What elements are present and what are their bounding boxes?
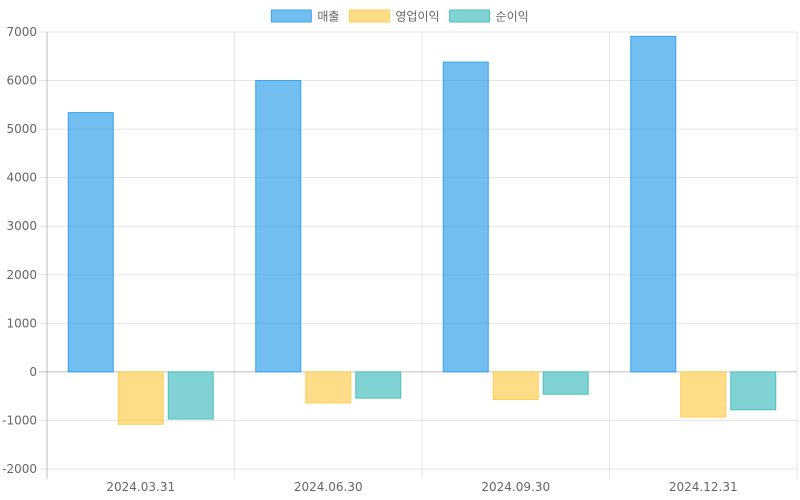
bar <box>305 371 352 404</box>
bar <box>167 371 214 420</box>
y-tick-label: 5000 <box>6 122 37 136</box>
y-tick-label: 2000 <box>6 268 37 282</box>
y-tick-label: 3000 <box>6 219 37 233</box>
legend-swatch <box>348 9 390 23</box>
bar <box>492 371 539 401</box>
bar <box>680 371 727 418</box>
bar <box>442 61 489 373</box>
bar <box>542 371 589 395</box>
y-tick-label: 7000 <box>6 25 37 39</box>
y-tick-label: 0 <box>29 365 37 379</box>
x-tick-label: 2024.12.31 <box>669 480 738 494</box>
bar <box>730 371 777 411</box>
bars <box>67 35 777 425</box>
bar <box>117 371 164 425</box>
legend: 매출 영업이익 순이익 <box>270 9 529 24</box>
bar <box>630 35 677 373</box>
bar <box>255 80 302 373</box>
x-axis: 2024.03.31 2024.06.30 2024.09.30 2024.12.31 <box>106 480 737 494</box>
legend-label: 영업이익 <box>395 10 439 24</box>
legend-label: 순이익 <box>496 10 529 24</box>
y-tick-label: -1000 <box>2 413 37 427</box>
bar <box>355 371 402 399</box>
y-axis: 7000 6000 5000 4000 3000 2000 1000 0 -1000 -2000 <box>2 25 37 476</box>
legend-swatch <box>449 9 491 23</box>
x-tick-label: 2024.09.30 <box>481 480 550 494</box>
x-tick-label: 2024.03.31 <box>106 480 175 494</box>
x-tick-label: 2024.06.30 <box>294 480 363 494</box>
grid <box>39 31 798 479</box>
legend-swatch <box>270 9 312 23</box>
bar <box>67 112 114 373</box>
legend-label: 매출 <box>317 10 339 24</box>
y-tick-label: 6000 <box>6 74 37 88</box>
y-tick-label: 1000 <box>6 316 37 330</box>
y-tick-label: 4000 <box>6 171 37 185</box>
y-tick-label: -2000 <box>2 462 37 476</box>
